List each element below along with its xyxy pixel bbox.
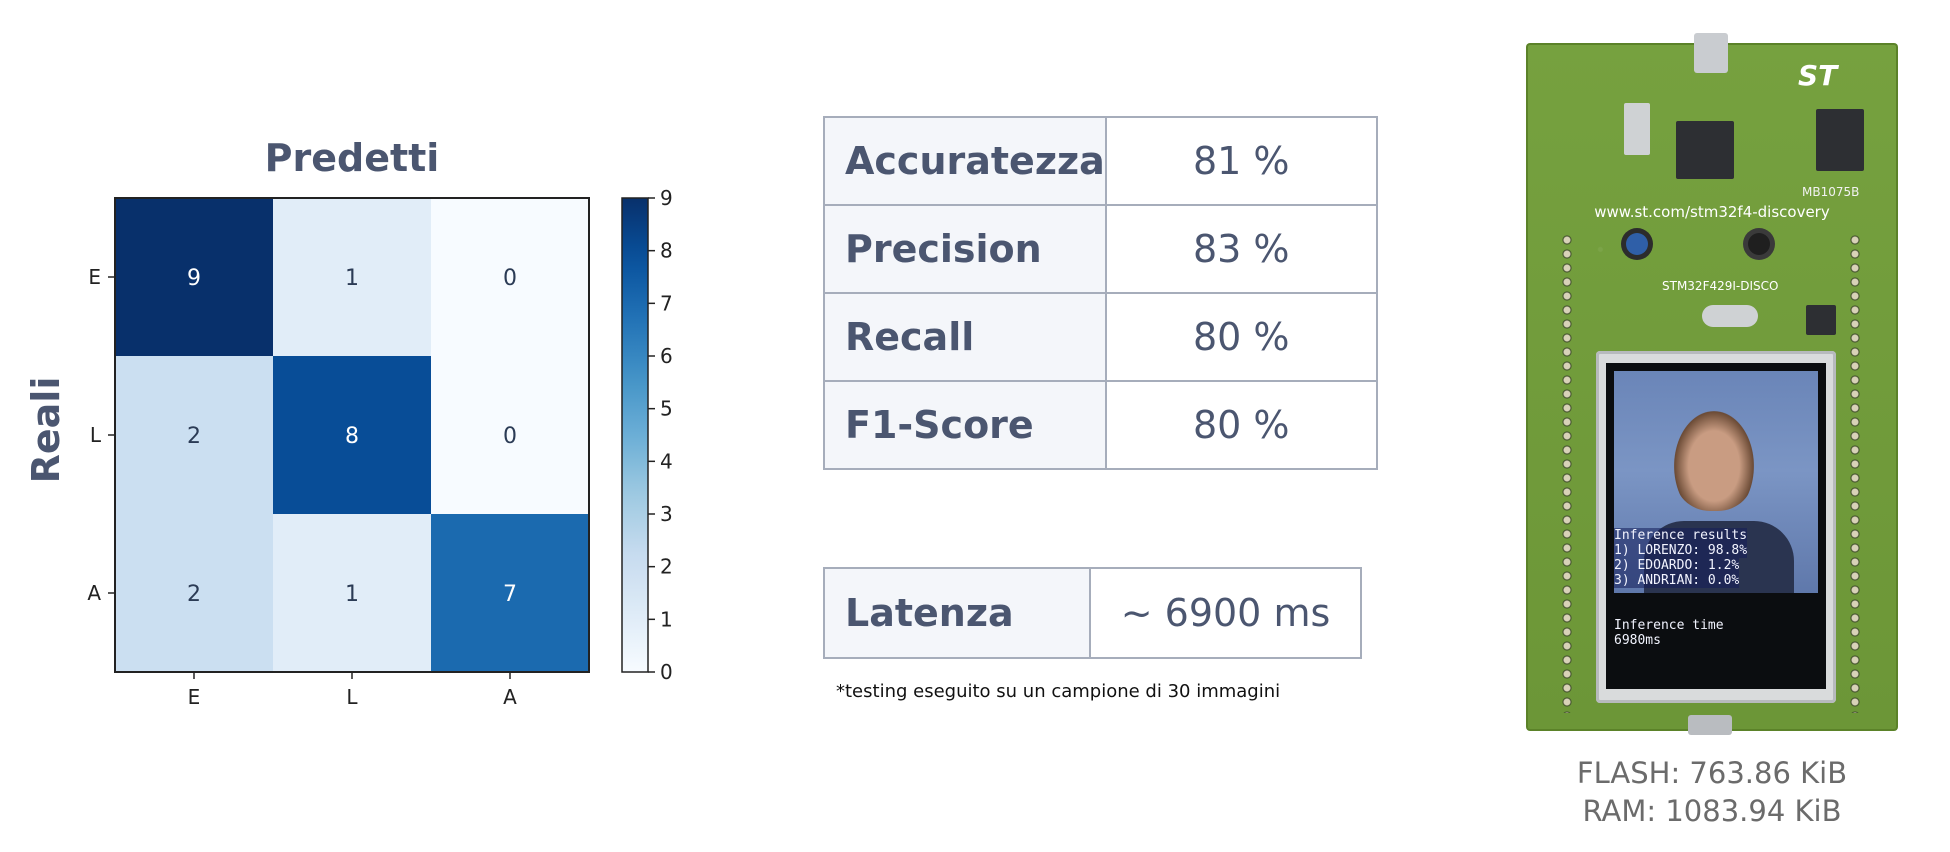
colorbar-tick-label: 6 (660, 344, 673, 368)
flash-usage: FLASH: 763.86 KiB (1576, 756, 1848, 790)
inference-title: Inference results (1614, 528, 1748, 543)
colorbar-tick-label: 7 (660, 291, 673, 315)
usb-connector (1694, 33, 1728, 73)
cell-value-label: 2 (187, 582, 201, 607)
inference-time-value: 6980ms (1614, 633, 1661, 648)
y-tick-label: L (90, 423, 102, 447)
cell-value-label: 8 (345, 424, 359, 449)
chip (1806, 305, 1836, 335)
colorbar-tick-label: 9 (660, 186, 673, 210)
x-tick-label: L (346, 685, 358, 709)
metrics-table: Accuratezza 81 % Precision 83 % Recall 8… (823, 116, 1378, 470)
y-tick-label: A (87, 581, 101, 605)
st-logo: ST (1798, 59, 1838, 92)
cell-value-label: 1 (345, 266, 359, 291)
x-tick-label: E (188, 685, 201, 709)
chip (1816, 109, 1864, 171)
metric-row-precision: Precision 83 % (823, 204, 1378, 294)
y-tick-label: E (88, 265, 101, 289)
memory-caption: FLASH: 763.86 KiB RAM: 1083.94 KiB (1526, 754, 1898, 830)
matrix-cell (115, 514, 273, 672)
inference-results: Inference results 1) LORENZO: 98.8% 2) E… (1614, 528, 1820, 588)
matrix-cell (273, 356, 431, 514)
matrix-cell (431, 356, 589, 514)
person-face (1674, 411, 1754, 511)
metric-label: F1-Score (823, 380, 1107, 470)
x-tick-label: A (503, 685, 517, 709)
metric-row-recall: Recall 80 % (823, 292, 1378, 382)
inference-time-label: Inference time (1614, 618, 1724, 633)
reset-button (1748, 233, 1770, 255)
mcu-chip (1676, 121, 1734, 179)
cell-value-label: 9 (187, 266, 201, 291)
colorbar-tick-label: 5 (660, 397, 673, 421)
latency-row: Latenza ~ 6900 ms (823, 567, 1362, 659)
cell-value-label: 2 (187, 424, 201, 449)
inference-result-1: 1) LORENZO: 98.8% (1614, 543, 1748, 558)
cell-value-label: 0 (503, 424, 517, 449)
cell-value-label: 7 (503, 582, 517, 607)
ram-usage: RAM: 1083.94 KiB (1582, 794, 1842, 828)
matrix-cell (115, 198, 273, 356)
stm32-board-photo: ST MB1075B www.st.com/stm32f4-discovery … (1526, 33, 1898, 735)
chip (1624, 103, 1650, 155)
lcd-screen: Inference results 1) LORENZO: 98.8% 2) E… (1606, 363, 1826, 689)
colorbar-tick-label: 4 (660, 449, 673, 473)
matrix-cell (431, 198, 589, 356)
metric-label: Recall (823, 292, 1107, 382)
confusion-matrix-title: Predetti (264, 136, 440, 180)
testing-note: *testing eseguito su un campione di 30 i… (836, 681, 1281, 702)
cell-value-label: 1 (345, 582, 359, 607)
inference-time: Inference time 6980ms (1614, 618, 1820, 648)
lcd-frame: Inference results 1) LORENZO: 98.8% 2) E… (1596, 351, 1836, 703)
colorbar-tick-label: 0 (660, 660, 673, 684)
colorbar-tick-label: 3 (660, 502, 673, 526)
metric-value: 80 % (1104, 380, 1378, 470)
pin-header-left (1560, 233, 1574, 713)
latency-table: Latenza ~ 6900 ms (823, 567, 1362, 659)
cell-value-label: 0 (503, 266, 517, 291)
latency-label: Latenza (823, 567, 1091, 659)
latency-value: ~ 6900 ms (1089, 567, 1362, 659)
colorbar-tick-label: 1 (660, 607, 673, 631)
board-model-label: MB1075B (1802, 185, 1860, 199)
pin-header-right (1848, 233, 1862, 713)
matrix-cell (431, 514, 589, 672)
metric-value: 80 % (1104, 292, 1378, 382)
matrix-cell (273, 514, 431, 672)
usb-user-connector (1688, 715, 1732, 735)
metric-row-accuracy: Accuratezza 81 % (823, 116, 1378, 206)
metric-label: Precision (823, 204, 1107, 294)
matrix-cell (115, 356, 273, 514)
colorbar-tick-label: 2 (660, 555, 673, 579)
crystal (1702, 305, 1758, 327)
user-button (1626, 233, 1648, 255)
metric-value: 83 % (1104, 204, 1378, 294)
board-name-label: STM32F429I-DISCO (1662, 279, 1779, 293)
inference-result-3: 3) ANDRIAN: 0.0% (1614, 573, 1740, 588)
colorbar (621, 197, 649, 673)
metric-label: Accuratezza (823, 116, 1107, 206)
colorbar-tick-label: 8 (660, 239, 673, 263)
inference-result-2: 2) EDOARDO: 1.2% (1614, 558, 1740, 573)
metric-row-f1: F1-Score 80 % (823, 380, 1378, 470)
metric-value: 81 % (1104, 116, 1378, 206)
matrix-cell (273, 198, 431, 356)
confusion-matrix-chart: 9 1 0 2 8 0 2 1 7 E L A E L A 0 1 2 3 4 5 6 7 8 9 (87, 186, 673, 709)
board-url: www.st.com/stm32f4-discovery (1594, 203, 1830, 221)
